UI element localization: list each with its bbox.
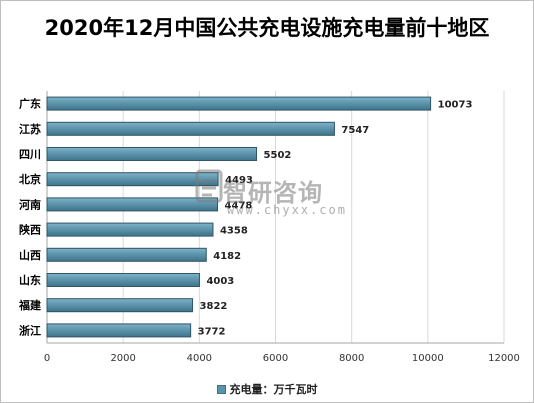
bar <box>46 273 200 287</box>
category-label: 江苏 <box>19 122 41 136</box>
x-tick-label: 2000 <box>110 353 135 364</box>
category-label: 浙江 <box>19 323 41 337</box>
data-label: 5502 <box>264 150 292 161</box>
category-label: 山东 <box>19 273 41 287</box>
x-tick-label: 8000 <box>339 353 364 364</box>
watermark-name: 智研咨询 <box>223 179 323 207</box>
x-tick-label: 12000 <box>488 353 520 364</box>
data-label: 4493 <box>225 175 253 186</box>
data-label: 4182 <box>213 251 241 262</box>
x-tick-label: 0 <box>44 353 50 364</box>
bar <box>46 197 219 212</box>
x-tick-label: 10000 <box>412 353 444 364</box>
watermark-logo-icon <box>195 169 223 203</box>
category-label: 陕西 <box>19 223 41 237</box>
bar <box>46 121 335 136</box>
chart-title: 2020年12月中国公共充电设施充电量前十地区 <box>44 16 490 40</box>
bar <box>46 96 432 111</box>
data-label: 7547 <box>341 125 369 136</box>
watermark-url: www.chyxx.com <box>227 203 347 217</box>
data-label: 10073 <box>438 100 473 111</box>
legend-swatch <box>216 384 226 394</box>
category-label: 山西 <box>19 248 41 262</box>
category-label: 河南 <box>19 197 41 211</box>
data-label: 4003 <box>206 276 234 287</box>
bar <box>46 147 258 161</box>
bar <box>46 298 194 313</box>
x-tick-label: 6000 <box>263 353 288 364</box>
data-label: 3822 <box>200 301 228 312</box>
data-label: 4478 <box>225 200 253 211</box>
category-label: 北京 <box>19 172 41 186</box>
bar <box>46 323 192 338</box>
bar <box>46 172 219 187</box>
data-label: 3772 <box>198 326 226 337</box>
legend: 充电量：万千瓦时 <box>1 381 533 397</box>
category-label: 广东 <box>19 97 41 111</box>
legend-label: 充电量：万千瓦时 <box>229 383 318 396</box>
category-label: 福建 <box>18 298 42 312</box>
category-label: 四川 <box>19 148 41 161</box>
x-tick-label: 4000 <box>187 353 212 364</box>
bar <box>46 222 214 237</box>
bar <box>46 247 207 262</box>
data-label: 4358 <box>220 226 248 237</box>
